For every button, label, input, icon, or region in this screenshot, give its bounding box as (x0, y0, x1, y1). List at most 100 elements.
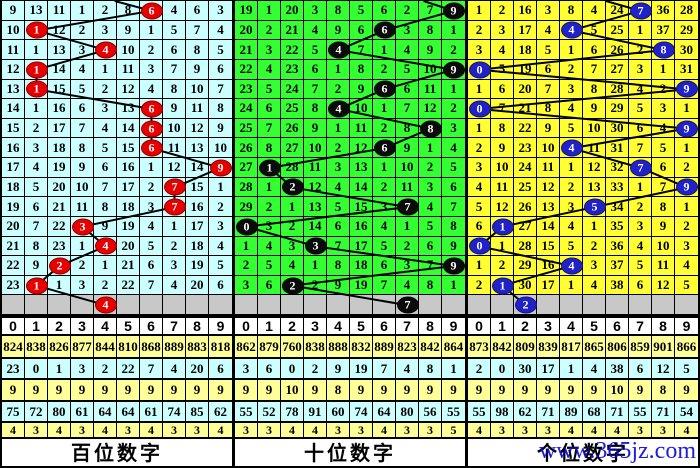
grid-cell (537, 295, 560, 315)
grid-cell: 2 (652, 79, 675, 100)
drawn-digit-circle: 1 (258, 159, 281, 177)
stat-cell: 91 (304, 402, 327, 421)
stat-cell: 3 (396, 423, 419, 437)
grid-cell: 3 (560, 79, 583, 100)
stat-cell: 4 (94, 423, 117, 437)
grid-cell: 12 (117, 79, 140, 100)
stat-cell: 3 (537, 423, 560, 437)
stat-cell: 826 (48, 336, 71, 357)
grid-cell: 36 (652, 1, 675, 21)
grid-cell: 14 (117, 118, 140, 139)
grid-cell: 29 (606, 99, 629, 119)
stat-cell: 9 (491, 380, 514, 400)
drawn-digit-circle: 9 (442, 257, 465, 275)
stat-cell: 877 (71, 336, 94, 357)
drawn-digit-circle: 7 (629, 2, 652, 20)
grid-cell: 34 (606, 197, 629, 217)
stat-cell: 4 (583, 359, 606, 378)
grid-cell: 10 (396, 158, 419, 178)
digit-header-cell: 5 (117, 318, 140, 334)
grid-cell: 8 (560, 1, 583, 21)
grid-cell: 11 (71, 197, 94, 217)
stat-cell: 9 (2, 380, 25, 400)
grid-cell: 2 (327, 79, 350, 100)
grid-cell: 24 (235, 99, 258, 119)
grid-cell: 5 (560, 118, 583, 139)
stat-cell: 9 (163, 380, 186, 400)
grid-cell: 3 (258, 40, 281, 60)
grid-cell: 5 (94, 138, 117, 158)
drawn-digit-circle: 4 (560, 139, 583, 157)
grid-cell: 8 (419, 275, 442, 296)
stat-cell: 9 (186, 380, 209, 400)
grid-cell: 4 (491, 40, 514, 60)
stat-cell: 8 (419, 359, 442, 378)
digit-header-cell: 5 (350, 318, 373, 334)
grid-cell: 4 (25, 158, 48, 178)
grid-cell: 2 (629, 40, 652, 60)
stat-cell: 80 (396, 402, 419, 421)
grid-cell: 10 (350, 99, 373, 119)
grid-cell: 12 (419, 99, 442, 119)
grid-cell: 26 (281, 118, 304, 139)
grid-cell: 6 (209, 275, 232, 296)
grid-cell: 33 (606, 177, 629, 198)
grid-cell: 6 (25, 197, 48, 217)
grid-cell: 5 (258, 256, 281, 276)
grid-cell: 11 (304, 158, 327, 178)
grid-cell: 6 (652, 158, 675, 178)
stat-cell: 54 (680, 403, 693, 419)
panel-label: 十位数字 (235, 439, 465, 465)
stat-cell: 5 (450, 423, 457, 437)
stat-cell: 3 (514, 423, 537, 437)
drawn-digit-circle: 0 (235, 218, 258, 236)
grid-cell: 1 (25, 99, 48, 119)
grid-cell: 1 (94, 59, 117, 80)
stat-cell: 889 (163, 336, 186, 357)
grid-cell: 1 (281, 197, 304, 217)
grid-cell: 6 (209, 59, 232, 80)
grid-cell: 5 (163, 20, 186, 41)
grid-cell: 10 (304, 138, 327, 158)
grid-cell: 11 (350, 118, 373, 139)
grid-cell: 7 (491, 99, 514, 119)
stat-cell: 838 (304, 336, 327, 357)
grid-cell (235, 295, 258, 315)
stat-cell: 873 (468, 336, 491, 357)
drawn-digit-circle: 0 (468, 100, 491, 118)
grid-cell: 7 (304, 79, 327, 100)
grid-cell: 2 (442, 99, 465, 119)
stat-cell: 3 (163, 423, 186, 437)
grid-cell: 4 (163, 1, 186, 21)
grid-cell: 8 (163, 79, 186, 100)
stat-cell: 22 (117, 359, 140, 378)
drawn-digit-circle: 3 (304, 237, 327, 255)
stat-cell: 4 (373, 423, 396, 437)
grid-cell: 4 (327, 177, 350, 198)
stat-row: 23 0 1 3 2 22 7 4 20 6 (2, 359, 232, 380)
grid-cell: 13 (186, 138, 209, 158)
digit-header-cell: 6 (606, 318, 629, 334)
grid-cell: 7 (163, 59, 186, 80)
stat-cell: 19 (350, 359, 373, 378)
grid-cell: 3 (468, 158, 491, 178)
grid-cell: 3 (25, 138, 48, 158)
grid-cell: 6 (629, 275, 652, 296)
grid-cell: 5 (537, 40, 560, 60)
grid-cell: 1 (163, 216, 186, 237)
digit-header-cell: 8 (652, 318, 675, 334)
grid-cell: 9 (209, 118, 232, 139)
watermark-link[interactable]: www.365jz.com (538, 438, 696, 464)
stat-cell: 4 (468, 423, 491, 437)
grid-cell (209, 295, 232, 315)
grid-cell: 1 (442, 79, 465, 100)
grid-cell: 2 (25, 118, 48, 139)
grid-cell: 11 (117, 59, 140, 80)
stat-cell: 2 (94, 359, 117, 378)
grid-cell: 1 (373, 158, 396, 178)
stat-cell: 9 (583, 380, 606, 400)
grid-cell: 2 (94, 275, 117, 296)
grid-cell: 9 (327, 20, 350, 41)
